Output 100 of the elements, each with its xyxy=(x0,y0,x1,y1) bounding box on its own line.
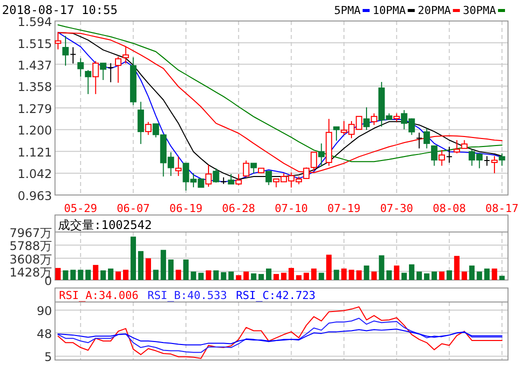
candlestick xyxy=(498,152,506,166)
line-series xyxy=(58,306,502,359)
bar xyxy=(288,268,294,280)
bar xyxy=(304,272,310,280)
legend-label: 20PMA xyxy=(418,4,452,17)
bar xyxy=(348,270,354,280)
x-tick-label: 06-28 xyxy=(222,202,256,215)
candlestick xyxy=(228,174,234,184)
bar xyxy=(484,268,490,280)
bar xyxy=(116,272,121,280)
candlestick xyxy=(84,70,92,95)
candlestick xyxy=(115,56,122,84)
x-tick-label: 06-19 xyxy=(169,202,202,215)
y-tick-label: 1.437 xyxy=(18,58,52,72)
bar xyxy=(492,268,498,280)
bar xyxy=(85,270,91,280)
candlestick xyxy=(266,170,272,186)
y-tick-label: 1.358 xyxy=(18,80,52,94)
bar xyxy=(318,272,324,280)
y-tick-label: 3608万 xyxy=(9,252,52,266)
candlestick xyxy=(92,60,99,95)
text: RSI_B:40.533 xyxy=(147,289,227,302)
candlestick xyxy=(235,174,242,186)
candlestick xyxy=(122,46,129,64)
bar xyxy=(123,270,128,280)
candlestick xyxy=(175,156,182,176)
candlestick xyxy=(250,162,257,174)
bar xyxy=(160,250,166,280)
x-tick-label: 08-17 xyxy=(485,202,519,215)
bar xyxy=(206,270,212,280)
bar xyxy=(454,256,460,280)
bar xyxy=(408,264,414,280)
candlestick xyxy=(242,160,250,178)
bar xyxy=(153,270,159,280)
bar xyxy=(416,272,422,280)
y-tick-label: 1.279 xyxy=(18,102,52,116)
bar xyxy=(424,273,430,280)
bar xyxy=(462,272,468,280)
chart-title: 2018-08-17 10:55 xyxy=(2,3,118,17)
bar xyxy=(401,272,407,280)
legend-label: 5PMA xyxy=(334,4,361,17)
candlestick xyxy=(333,126,340,142)
candlestick xyxy=(424,128,430,149)
y-tick-label: 1.042 xyxy=(18,167,52,182)
bar xyxy=(364,266,370,280)
bar xyxy=(220,272,226,280)
bar xyxy=(386,270,392,280)
bar xyxy=(146,258,152,280)
bar xyxy=(213,270,219,280)
bar xyxy=(70,270,76,280)
bar xyxy=(274,274,279,280)
legend-label: 30PMA xyxy=(462,4,496,17)
candlestick xyxy=(107,62,114,83)
y-tick-label: 5788万 xyxy=(9,239,52,254)
bar xyxy=(394,266,400,280)
candlestick xyxy=(100,62,106,81)
bar xyxy=(356,270,362,280)
bar xyxy=(138,251,144,280)
text: RSI_C:42.723 xyxy=(236,289,316,302)
candlestick xyxy=(370,112,378,126)
candlestick xyxy=(70,46,76,64)
bar xyxy=(476,272,482,280)
bar xyxy=(378,255,384,280)
x-tick-label: 05-29 xyxy=(64,202,98,215)
bar xyxy=(296,275,302,280)
y-tick-label: 48 xyxy=(36,326,52,341)
bar xyxy=(250,273,256,280)
bar xyxy=(243,272,249,280)
bar xyxy=(266,268,272,280)
bar xyxy=(55,268,61,280)
line-series xyxy=(58,328,502,346)
bar xyxy=(108,268,114,280)
line-series xyxy=(58,318,502,353)
x-tick-label: 06-07 xyxy=(116,202,150,215)
bar xyxy=(371,272,377,280)
bar xyxy=(446,270,452,280)
candlestick xyxy=(431,145,438,166)
bar xyxy=(62,270,68,280)
candlestick xyxy=(138,101,144,144)
bar xyxy=(168,260,174,280)
y-tick-label: 1.515 xyxy=(18,36,52,51)
bar xyxy=(130,236,136,280)
candlestick xyxy=(446,146,453,164)
candlestick xyxy=(205,164,212,188)
bar xyxy=(228,272,234,280)
candlestick xyxy=(363,106,370,130)
x-tick-label: 07-30 xyxy=(380,202,414,215)
candlestick xyxy=(77,58,84,78)
bar xyxy=(176,270,182,280)
bar xyxy=(100,270,106,280)
bar xyxy=(341,268,347,280)
candlestick xyxy=(484,156,490,166)
candlestick xyxy=(318,142,325,168)
bar xyxy=(439,272,444,280)
bar xyxy=(183,260,189,280)
y-tick-label: 1.594 xyxy=(18,15,52,29)
y-tick-label: 1.200 xyxy=(18,124,52,138)
x-tick-label: 08-08 xyxy=(432,202,466,215)
bar xyxy=(311,268,317,280)
y-tick-label: 7967万 xyxy=(9,226,52,240)
